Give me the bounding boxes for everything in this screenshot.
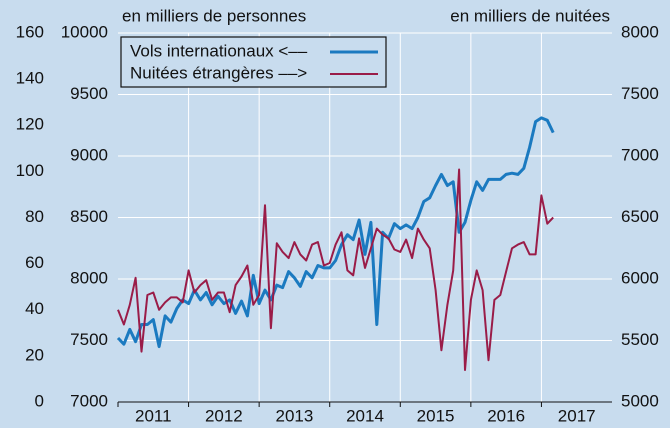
y-axis-title: en milliers de personnes [122, 6, 306, 25]
y3-tick-label: 0 [35, 391, 44, 410]
x-tick-label: 2013 [276, 406, 314, 425]
y-tick-label: 9500 [70, 84, 108, 103]
y2-tick-label: 6000 [621, 268, 659, 287]
legend-box [120, 36, 387, 88]
y2-tick-label: 5500 [621, 330, 659, 349]
y-tick-label: 7000 [70, 391, 108, 410]
y-tick-label: 9000 [70, 145, 108, 164]
legend-label: Nuitées étrangères ––> [130, 63, 307, 82]
y3-tick-label: 20 [25, 345, 44, 364]
y-tick-label: 10000 [61, 22, 108, 41]
x-tick-label: 2014 [346, 406, 384, 425]
y2-axis-title: en milliers de nuitées [450, 6, 610, 25]
y2-tick-label: 7000 [621, 145, 659, 164]
x-tick-label: 2017 [558, 406, 596, 425]
y3-tick-label: 160 [16, 22, 44, 41]
y3-tick-label: 60 [25, 253, 44, 272]
y3-tick-label: 40 [25, 299, 44, 318]
y2-tick-label: 6500 [621, 207, 659, 226]
x-tick-label: 2012 [205, 406, 243, 425]
y3-tick-label: 140 [16, 69, 44, 88]
legend-label: Vols internationaux <–– [130, 41, 308, 60]
data-line [116, 116, 555, 349]
y2-tick-label: 8000 [621, 22, 659, 41]
data-line [117, 168, 554, 371]
y3-tick-label: 100 [16, 161, 44, 180]
y-tick-label: 8000 [70, 268, 108, 287]
y-tick-label: 7500 [70, 330, 108, 349]
y3-tick-label: 80 [25, 207, 44, 226]
y2-tick-label: 5000 [621, 391, 659, 410]
y-tick-label: 8500 [70, 207, 108, 226]
y3-tick-label: 120 [16, 115, 44, 134]
x-tick-label: 2016 [487, 406, 525, 425]
y2-tick-label: 7500 [621, 84, 659, 103]
legend: Vols internationaux <–– Nuitées étrangère… [120, 36, 387, 88]
x-tick-label: 2015 [417, 406, 455, 425]
x-tick-label: 2011 [135, 406, 172, 425]
